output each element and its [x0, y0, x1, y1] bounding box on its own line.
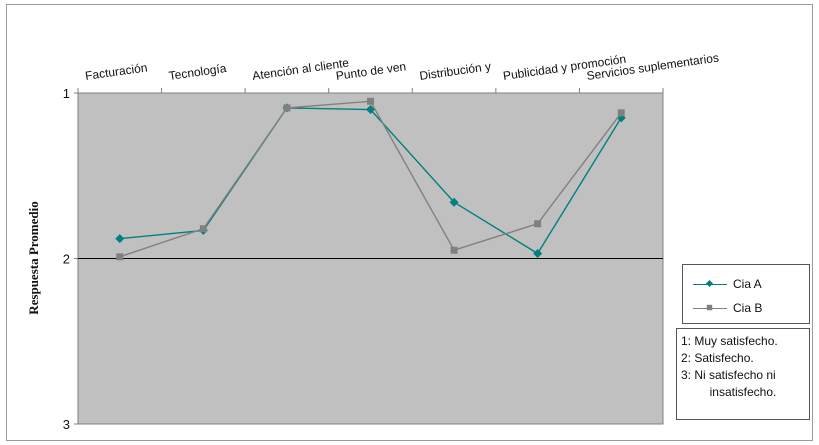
x-ticks [77, 88, 664, 93]
square-marker-icon [706, 304, 713, 311]
legend: Cia A Cia B [682, 264, 810, 324]
diamond-marker-icon [706, 280, 713, 287]
category-label: Tecnología [168, 61, 228, 83]
legend-label-cia-a: Cia A [733, 277, 762, 291]
category-label: Distribución y [419, 59, 492, 83]
y-tick-label: 2 [63, 252, 70, 267]
data-point-cia-a [115, 234, 125, 244]
series-group [115, 97, 626, 261]
legend-label-cia-b: Cia B [733, 301, 763, 315]
data-point-cia-b [199, 225, 207, 233]
y-axis-label: Respuesta Promedio [26, 201, 41, 315]
note-line-1: 1: Muy satisfecho. [681, 334, 778, 348]
note-line-4: insatisfecho. [709, 385, 777, 399]
data-point-cia-a [366, 105, 375, 115]
legend-item-cia-a: Cia A [683, 275, 809, 295]
legend-item-cia-b: Cia B [683, 299, 809, 319]
data-point-cia-a [533, 249, 543, 259]
data-point-cia-b [450, 246, 458, 254]
y-tick-label: 1 [63, 86, 70, 101]
data-point-cia-b [367, 97, 374, 105]
data-point-cia-b [283, 104, 291, 112]
scale-notes-box: 1: Muy satisfecho. 2: Satisfecho. 3: Ni … [676, 328, 810, 420]
y-tick-labels: 1 2 3 [63, 86, 78, 432]
data-point-cia-b [617, 109, 625, 117]
data-point-cia-b [116, 253, 124, 261]
data-point-cia-a [449, 197, 459, 207]
note-line-3: 3: Ni satisfecho ni [681, 368, 776, 382]
y-tick-label: 3 [63, 417, 70, 432]
data-point-cia-b [534, 220, 542, 228]
category-labels: Facturación Tecnología Atención al cliente… [84, 51, 719, 83]
note-line-2: 2: Satisfecho. [681, 351, 754, 365]
category-label: Facturación [84, 60, 148, 83]
